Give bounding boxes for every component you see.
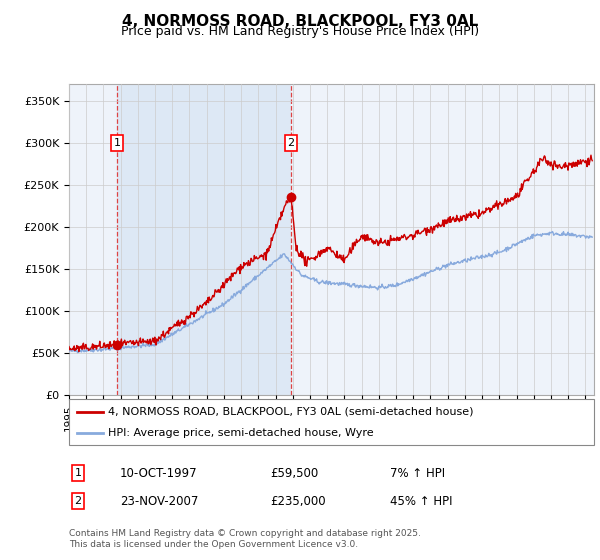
Text: 7% ↑ HPI: 7% ↑ HPI: [390, 466, 445, 480]
Text: 1: 1: [113, 138, 121, 148]
FancyBboxPatch shape: [69, 399, 594, 445]
Bar: [117, 84, 291, 395]
Text: £235,000: £235,000: [270, 494, 326, 508]
Text: HPI: Average price, semi-detached house, Wyre: HPI: Average price, semi-detached house,…: [109, 428, 374, 438]
Text: 1: 1: [74, 468, 82, 478]
Text: £59,500: £59,500: [270, 466, 318, 480]
Text: Contains HM Land Registry data © Crown copyright and database right 2025.
This d: Contains HM Land Registry data © Crown c…: [69, 529, 421, 549]
Text: 4, NORMOSS ROAD, BLACKPOOL, FY3 0AL (semi-detached house): 4, NORMOSS ROAD, BLACKPOOL, FY3 0AL (sem…: [109, 407, 474, 417]
Text: 2: 2: [287, 138, 295, 148]
Text: 23-NOV-2007: 23-NOV-2007: [120, 494, 199, 508]
Text: Price paid vs. HM Land Registry's House Price Index (HPI): Price paid vs. HM Land Registry's House …: [121, 25, 479, 38]
Text: 2: 2: [74, 496, 82, 506]
Text: 10-OCT-1997: 10-OCT-1997: [120, 466, 197, 480]
Text: 4, NORMOSS ROAD, BLACKPOOL, FY3 0AL: 4, NORMOSS ROAD, BLACKPOOL, FY3 0AL: [122, 14, 478, 29]
Text: 45% ↑ HPI: 45% ↑ HPI: [390, 494, 452, 508]
